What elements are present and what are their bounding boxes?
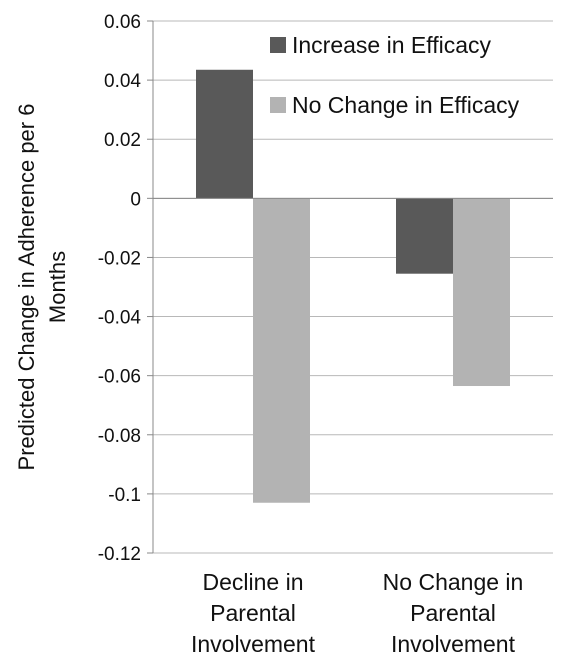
- x-category-label: No Change in Parental Involvement: [383, 569, 524, 657]
- legend: Increase in Efficacy No Change in Efficac…: [270, 32, 520, 118]
- bars: [196, 69, 510, 503]
- y-tick-label: 0.04: [104, 71, 141, 92]
- y-tick-label: -0.02: [98, 248, 141, 269]
- y-axis: 0.06 0.04 0.02 0 -0.02 -0.04 -0.06 -0.08 -0.1 -0.…: [98, 12, 154, 565]
- y-axis-title: Predicted Change in Adherence per 6 Month…: [14, 104, 70, 471]
- legend-label: No Change in Efficacy: [292, 92, 520, 118]
- x-category-label-line: Involvement: [391, 631, 516, 657]
- x-category-label-line: Decline in: [203, 569, 304, 595]
- y-axis-title-line: Months: [45, 251, 70, 323]
- y-tick-label: 0: [130, 189, 141, 210]
- x-category-label: Decline in Parental Involvement: [191, 569, 316, 657]
- bar: [253, 198, 310, 503]
- y-tick-label: -0.12: [98, 544, 141, 565]
- y-tick-label: 0.02: [104, 130, 141, 151]
- x-category-label-line: Involvement: [191, 631, 316, 657]
- x-category-label-line: Parental: [210, 600, 296, 626]
- y-tick-label: -0.04: [98, 308, 142, 329]
- y-tick-label: 0.06: [104, 12, 141, 33]
- legend-label: Increase in Efficacy: [292, 32, 492, 58]
- y-tick-label: -0.08: [98, 426, 141, 447]
- y-tick-label: -0.06: [98, 367, 141, 388]
- legend-swatch: [270, 97, 286, 113]
- bar: [453, 198, 510, 387]
- bar: [196, 69, 253, 199]
- y-axis-title-line: Predicted Change in Adherence per 6: [14, 104, 39, 471]
- x-category-label-line: No Change in: [383, 569, 524, 595]
- x-category-label-line: Parental: [410, 600, 496, 626]
- legend-swatch: [270, 37, 286, 53]
- bar: [396, 198, 453, 274]
- y-axis-title-text: Predicted Change in Adherence per 6 Month…: [14, 104, 70, 471]
- y-tick-label: -0.1: [108, 485, 141, 506]
